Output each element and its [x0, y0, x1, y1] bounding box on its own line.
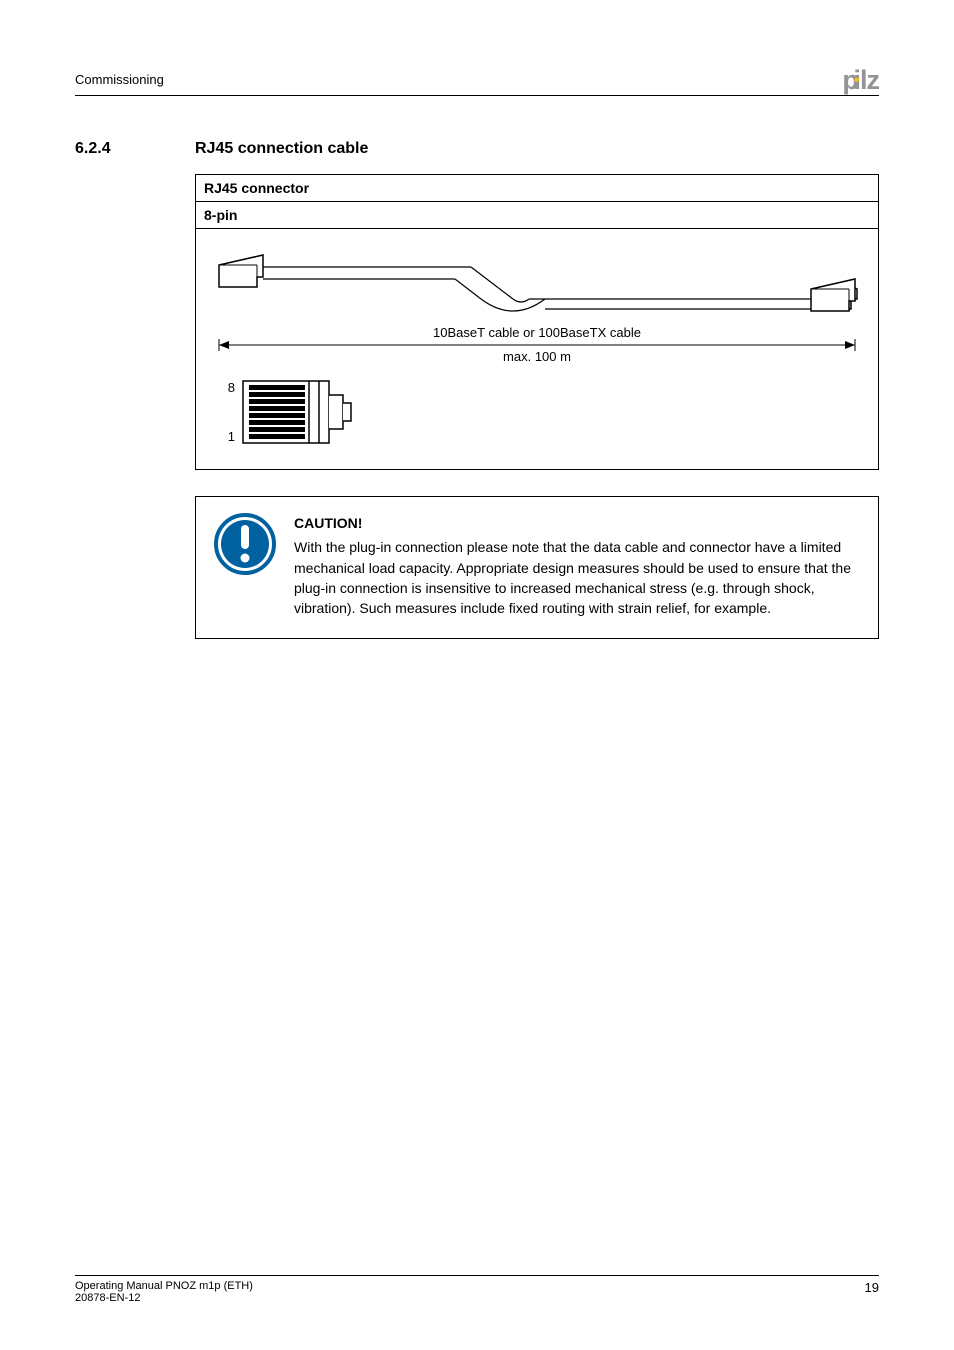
caution-title: CAUTION!	[294, 513, 860, 533]
page-header: Commissioning p•ilz	[75, 60, 879, 96]
footer-page-number: 19	[865, 1280, 879, 1295]
connector-diagram-cell: 10BaseT cable or 100BaseTX cable max. 10…	[196, 229, 878, 469]
caution-icon	[214, 513, 276, 618]
footer-doc-id: 20878-EN-12	[75, 1292, 253, 1304]
max-length-label: max. 100 m	[503, 349, 571, 364]
page-footer: Operating Manual PNOZ m1p (ETH) 20878-EN…	[75, 1275, 879, 1304]
left-connector-icon	[219, 255, 263, 287]
cable-type-label: 10BaseT cable or 100BaseTX cable	[433, 325, 641, 340]
cable-line	[455, 279, 481, 299]
arrow-right-icon	[845, 341, 855, 349]
section-title: RJ45 connection cable	[195, 140, 368, 158]
header-section-name: Commissioning	[75, 72, 164, 87]
arrow-left-icon	[219, 341, 229, 349]
cable-line	[471, 267, 513, 299]
caution-text-block: CAUTION! With the plug-in connection ple…	[294, 513, 860, 618]
caution-box: CAUTION! With the plug-in connection ple…	[195, 496, 879, 639]
cable-twist	[481, 299, 545, 311]
right-connector-icon	[811, 277, 857, 319]
connector-table: RJ45 connector 8-pin	[195, 174, 879, 470]
footer-left: Operating Manual PNOZ m1p (ETH) 20878-EN…	[75, 1280, 253, 1304]
section-heading: 6.2.4 RJ45 connection cable	[75, 140, 879, 158]
footer-manual-title: Operating Manual PNOZ m1p (ETH)	[75, 1280, 253, 1292]
cable-twist	[513, 299, 529, 302]
caution-body: With the plug-in connection please note …	[294, 537, 860, 618]
rj45-cable-diagram: 10BaseT cable or 100BaseTX cable max. 10…	[213, 247, 861, 447]
section-number: 6.2.4	[75, 140, 195, 158]
pin-1-label: 1	[228, 429, 235, 444]
connector-table-subtitle: 8-pin	[196, 202, 878, 229]
page: Commissioning p•ilz 6.2.4 RJ45 connectio…	[0, 0, 954, 1350]
content-column: RJ45 connector 8-pin	[195, 174, 879, 639]
pin-8-label: 8	[228, 380, 235, 395]
brand-logo: p•ilz	[842, 65, 879, 96]
connector-table-title: RJ45 connector	[196, 175, 878, 202]
pinout-front-icon	[243, 381, 351, 443]
